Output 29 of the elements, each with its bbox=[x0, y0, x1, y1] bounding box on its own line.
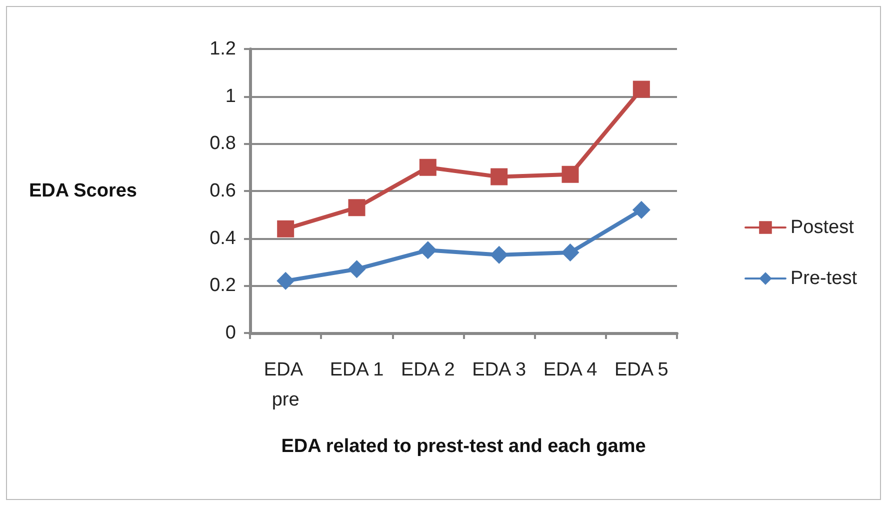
y-tick-label: 0.4 bbox=[210, 228, 236, 249]
legend-label: Postest bbox=[790, 217, 855, 238]
point bbox=[490, 168, 508, 186]
x-tick-label: EDA 4 bbox=[543, 360, 598, 380]
y-tick-label: 0.2 bbox=[210, 275, 236, 296]
y-tick-label: 1.2 bbox=[210, 38, 236, 60]
legend-label: Pre-test bbox=[790, 268, 858, 289]
point bbox=[490, 246, 508, 264]
point bbox=[632, 80, 650, 98]
x-tick-label: EDA 3 bbox=[472, 360, 526, 380]
y-axis-title: EDA Scores bbox=[28, 180, 137, 202]
x-tick-label: EDA 5 bbox=[614, 360, 668, 380]
y-tick-label: 0.8 bbox=[210, 133, 236, 154]
point bbox=[348, 260, 366, 278]
point bbox=[276, 272, 295, 290]
y-tick-label: 0 bbox=[225, 322, 236, 344]
point bbox=[632, 200, 650, 219]
point bbox=[562, 166, 579, 183]
point bbox=[348, 199, 366, 216]
x-axis-title: EDA related to prest-test and each game bbox=[281, 436, 646, 457]
point bbox=[277, 220, 294, 238]
x-tick-label: EDA 1 bbox=[330, 360, 384, 380]
point bbox=[419, 158, 436, 176]
x-tick-label: EDA pre bbox=[264, 360, 308, 410]
point bbox=[561, 244, 580, 262]
y-tick-label: 1 bbox=[225, 86, 236, 107]
point bbox=[418, 241, 437, 260]
y-tick-label: 0.6 bbox=[210, 180, 236, 202]
x-tick-label: EDA 2 bbox=[400, 360, 455, 380]
